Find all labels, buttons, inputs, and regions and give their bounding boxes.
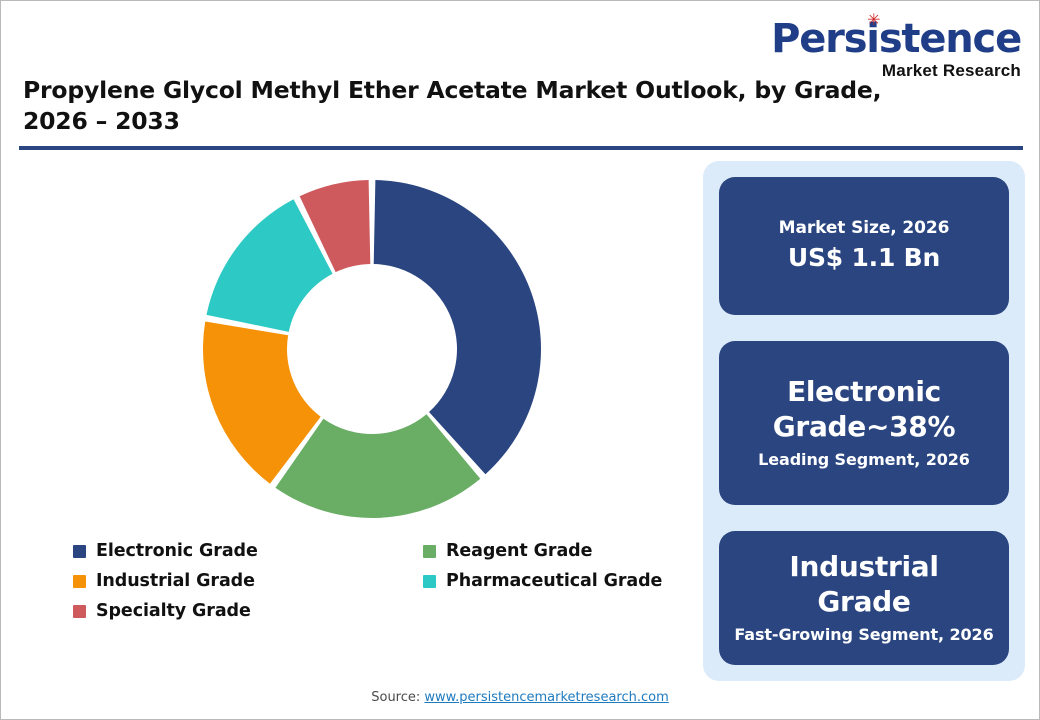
legend-item-reagent-grade[interactable]: Reagent Grade	[423, 541, 693, 561]
stat-card-fast-growing-segment: Industrial Grade Fast-Growing Segment, 2…	[719, 531, 1009, 665]
brand-logo-wordmark: Persistence ✳	[771, 12, 1022, 62]
page-title: Propylene Glycol Methyl Ether Acetate Ma…	[23, 76, 882, 136]
legend-swatch-icon	[73, 574, 86, 588]
brand-asterisk-icon: ✳	[867, 10, 880, 29]
stat-card-market-size-label: Market Size, 2026	[778, 218, 950, 239]
stat-card-market-size-value: US$ 1.1 Bn	[787, 243, 941, 273]
legend-item-label: Industrial Grade	[96, 571, 255, 591]
legend-item-industrial-grade[interactable]: Industrial Grade	[73, 571, 423, 591]
stat-card-market-size: Market Size, 2026 US$ 1.1 Bn	[719, 177, 1009, 315]
donut-slice-electronic-grade	[373, 180, 541, 475]
legend-swatch-icon	[423, 574, 436, 588]
legend-item-electronic-grade[interactable]: Electronic Grade	[73, 541, 423, 561]
stat-card-leading-segment-label: Leading Segment, 2026	[758, 449, 970, 469]
legend-swatch-icon	[423, 544, 436, 558]
source-prefix: Source:	[371, 690, 425, 705]
legend-swatch-icon	[73, 604, 86, 618]
source-link[interactable]: www.persistencemarketresearch.com	[424, 690, 669, 705]
donut-slice-specialty-grade	[299, 180, 371, 273]
legend-item-pharmaceutical-grade[interactable]: Pharmaceutical Grade	[423, 571, 693, 591]
legend-item-label: Pharmaceutical Grade	[446, 571, 663, 591]
donut-slice-industrial-grade	[203, 321, 321, 484]
chart-legend-grid: Electronic Grade Reagent Grade Industrial …	[73, 541, 693, 621]
donut-slice-group	[203, 180, 541, 518]
stat-card-fast-growing-segment-label: Fast-Growing Segment, 2026	[734, 624, 994, 644]
legend-swatch-icon	[73, 544, 86, 558]
donut-slice-reagent-grade	[275, 414, 481, 518]
brand-logo-word-text: Persistence	[771, 16, 1022, 62]
stat-panel: Market Size, 2026 US$ 1.1 Bn Electronic …	[703, 161, 1025, 681]
donut-chart-svg	[203, 180, 541, 518]
stat-card-leading-segment: Electronic Grade~38% Leading Segment, 20…	[719, 341, 1009, 505]
stat-card-leading-segment-value: Electronic Grade~38%	[772, 375, 956, 443]
legend-item-label: Specialty Grade	[96, 601, 251, 621]
stat-card-fast-growing-segment-value: Industrial Grade	[789, 550, 939, 618]
donut-slice-pharmaceutical-grade	[206, 199, 333, 332]
chart-legend: Electronic Grade Reagent Grade Industrial …	[73, 541, 693, 621]
legend-item-label: Reagent Grade	[446, 541, 593, 561]
legend-item-specialty-grade[interactable]: Specialty Grade	[73, 601, 423, 621]
legend-item-label: Electronic Grade	[96, 541, 258, 561]
brand-logo: Persistence ✳ Market Research	[771, 12, 1022, 80]
source-line: Source: www.persistencemarketresearch.co…	[1, 690, 1039, 705]
brand-logo-subtitle: Market Research	[881, 61, 1021, 80]
title-divider	[19, 146, 1023, 150]
donut-chart	[15, 156, 687, 556]
